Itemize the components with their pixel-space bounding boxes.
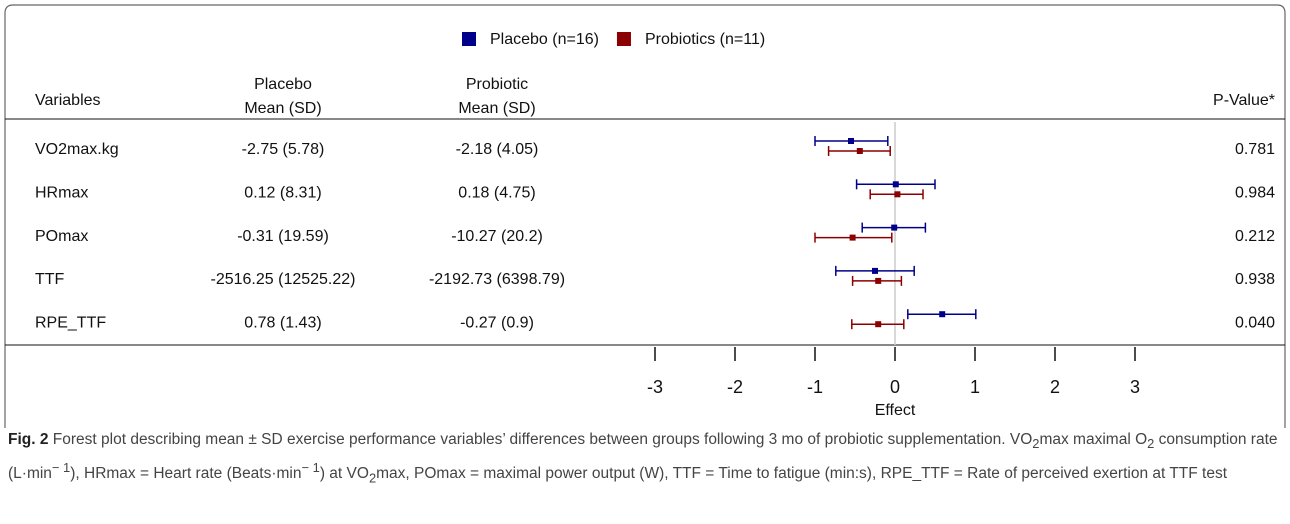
x-tick-label: 0 — [890, 377, 900, 397]
x-axis-label: Effect — [875, 402, 916, 419]
caption-text: − 1 — [51, 460, 71, 476]
point — [891, 224, 898, 231]
row-label: HRmax — [35, 185, 88, 202]
cell: 0.212 — [1235, 228, 1275, 245]
caption-text: 2 — [1032, 436, 1040, 452]
legend-label: Probiotics (n=11) — [645, 31, 765, 48]
col-header: Mean (SD) — [458, 100, 535, 117]
cell: 0.938 — [1235, 271, 1275, 288]
point — [856, 148, 863, 154]
cell: -0.31 (19.59) — [237, 228, 329, 245]
point — [939, 311, 946, 318]
col-header: P-Value* — [1213, 92, 1275, 109]
legend-swatch — [462, 32, 476, 46]
col-header: Placebo — [254, 76, 312, 93]
caption-text: − 1 — [301, 460, 320, 476]
cell: -2192.73 (6398.79) — [429, 271, 565, 288]
cell: -2.18 (4.05) — [456, 141, 539, 158]
point — [849, 234, 856, 241]
col-header: Variables — [35, 92, 101, 109]
cell: -2.75 (5.78) — [242, 141, 325, 158]
cell: 0.18 (4.75) — [458, 185, 535, 202]
col-header: Mean (SD) — [244, 100, 321, 117]
frame — [4, 4, 1286, 428]
caption-text: 2 — [1147, 436, 1155, 452]
caption-text: consumption rate (L·min — [8, 431, 1278, 483]
point — [892, 181, 899, 188]
caption-text: max, POmax = maximal power output (W), T… — [376, 465, 1228, 483]
point — [875, 277, 882, 284]
x-tick-label: 2 — [1050, 377, 1060, 397]
x-tick-label: -3 — [647, 377, 663, 397]
cell: -10.27 (20.2) — [451, 228, 543, 245]
caption-text: 2 — [368, 470, 377, 486]
cell: 0.040 — [1235, 314, 1275, 331]
cell: 0.78 (1.43) — [244, 314, 321, 331]
caption: Fig. 2 Forest plot describing mean ± SD … — [8, 428, 1280, 490]
row-label: VO2max.kg — [35, 141, 119, 158]
legend-swatch — [616, 32, 631, 46]
col-header: Probiotic — [466, 76, 528, 93]
cell: 0.12 (8.31) — [244, 185, 321, 202]
point — [848, 138, 854, 144]
caption-label: Fig. 2 — [8, 431, 49, 448]
x-tick-label: 3 — [1130, 377, 1140, 397]
x-tick-label: -2 — [727, 377, 743, 397]
chart: Variables Placebo Mean (SD) Probiotic Me… — [4, 4, 1286, 428]
x-tick-label: 1 — [970, 377, 980, 397]
point — [872, 267, 878, 274]
caption-text: max maximal O — [1039, 431, 1148, 448]
caption-text: Forest plot describing mean ± SD exercis… — [48, 431, 1033, 448]
caption-text: ) at VO — [319, 465, 369, 483]
point — [894, 191, 901, 198]
point — [875, 321, 882, 328]
cell: 0.781 — [1235, 141, 1275, 158]
row-label: POmax — [35, 228, 88, 245]
row-label: RPE_TTF — [35, 314, 106, 331]
caption-text: ), HRmax = Heart rate (Beats·min — [70, 465, 302, 483]
row-label: TTF — [35, 271, 65, 288]
cell: -0.27 (0.9) — [460, 314, 534, 331]
cell: -2516.25 (12525.22) — [211, 271, 356, 288]
x-tick-label: -1 — [807, 377, 823, 397]
legend-label: Placebo (n=16) — [490, 31, 599, 48]
cell: 0.984 — [1235, 185, 1275, 202]
